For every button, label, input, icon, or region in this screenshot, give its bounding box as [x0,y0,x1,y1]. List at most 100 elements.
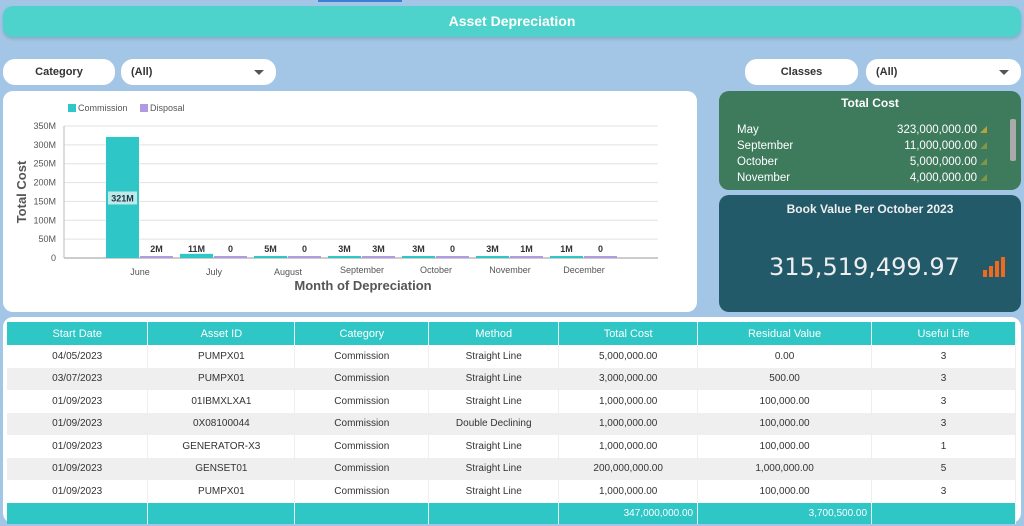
table-cell: 0.00 [697,345,873,368]
classes-select[interactable]: (All) [866,59,1021,85]
table-cell: 1 [871,435,1016,458]
x-tick-label: July [206,267,223,277]
data-label: 3M [412,244,425,254]
x-tick-label: December [563,265,605,275]
table-cell: 1,000,000.00 [697,457,873,480]
table-cell: Straight Line [428,435,560,458]
table-cell: 500.00 [697,367,873,390]
column-header[interactable]: Method [428,322,560,345]
y-tick-label: 50M [38,234,56,244]
table-row[interactable]: 01/09/2023 GENERATOR-X3 Commission Straight… [7,435,1016,458]
table-cell: 1,000,000.00 [558,412,699,435]
data-label: 0 [302,244,307,254]
category-label: Category [3,59,115,85]
amount: 4,000,000.00 [909,172,977,184]
table-cell: 01/09/2023 [7,480,149,503]
y-tick-label: 150M [33,196,56,206]
total-cost-row: May 323,000,000.00 [737,124,987,136]
bar-chart-icon [983,257,1005,277]
y-tick-label: 250M [33,159,56,169]
x-tick-label: September [340,265,384,275]
table-row[interactable]: 01/09/2023 0X08100044 Commission Double Dec… [7,412,1016,435]
month: November [737,172,791,184]
data-label: 2M [150,244,163,254]
table-cell: Straight Line [428,457,560,480]
total-cost-row: September 11,000,000.00 [737,140,987,152]
y-tick-label: 0 [51,253,56,263]
chevron-down-icon [999,70,1009,75]
table-cell: PUMPX01 [147,480,296,503]
table-cell: Straight Line [428,390,560,413]
data-label: 1M [520,244,533,254]
table-row[interactable]: 01/09/2023 GENSET01 Commission Straight Lin… [7,457,1016,480]
table-cell: 100,000.00 [697,390,873,413]
book-value-amount: 315,519,499.97 [769,253,960,281]
table-cell: Commission [294,345,430,368]
data-label: 3M [372,244,385,254]
data-label: 1M [560,244,573,254]
bar-disposal [510,256,543,258]
bar-commission [254,256,287,258]
bar-commission [402,256,435,258]
data-label: 321M [111,193,134,203]
total-cost-card: Total Cost May 323,000,000.00 September 11,… [719,91,1021,190]
table-cell: 3 [871,390,1016,413]
month: May [737,124,759,136]
total-cost-row: November 4,000,000.00 [737,172,987,184]
table-cell: GENSET01 [147,457,296,480]
trend-icon [980,142,987,149]
scrollbar[interactable] [1010,119,1016,161]
table-row[interactable]: 01/09/2023 01IBMXLXA1 Commission Straight L… [7,390,1016,413]
table-cell: 1,000,000.00 [558,390,699,413]
top-tab-indicator [318,0,402,2]
category-select[interactable]: (All) [121,59,276,85]
asset-table: Start Date Asset ID Category Method Total Co… [7,322,1016,524]
x-tick-label: October [420,265,452,275]
table-cell: 1,000,000.00 [558,435,699,458]
table-cell: Straight Line [428,345,560,368]
table-row[interactable]: 04/05/2023 PUMPX01 Commission Straight Line… [7,345,1016,368]
table-cell: 01IBMXLXA1 [147,390,296,413]
x-tick-label: June [130,267,150,277]
bar-disposal [362,256,395,258]
table-cell: 100,000.00 [697,480,873,503]
table-cell: 3 [871,412,1016,435]
y-tick-label: 300M [33,140,56,150]
y-tick-label: 350M [33,121,56,131]
table-cell: 200,000,000.00 [558,457,699,480]
column-header[interactable]: Residual Value [697,322,873,345]
table-cell: 01/09/2023 [7,435,149,458]
legend-label: Commission [78,103,128,113]
data-label: 3M [338,244,351,254]
data-label-bg [108,191,137,205]
table-cell: 04/05/2023 [7,345,149,368]
column-header[interactable]: Useful Life [871,322,1016,345]
table-cell: PUMPX01 [147,367,296,390]
data-label: 0 [598,244,603,254]
column-header[interactable]: Asset ID [147,322,296,345]
column-header[interactable]: Start Date [7,322,149,345]
y-tick-label: 200M [33,178,56,188]
table-cell: 3,000,000.00 [558,367,699,390]
bar-commission [550,256,583,258]
table-row[interactable]: 01/09/2023 PUMPX01 Commission Straight Line… [7,480,1016,503]
bar-disposal [584,256,617,258]
data-label: 0 [450,244,455,254]
table-cell: Commission [294,435,430,458]
table-cell: 03/07/2023 [7,367,149,390]
data-label: 5M [264,244,277,254]
trend-icon [980,158,987,165]
y-axis-title: Total Cost [14,160,29,223]
table-cell: 100,000.00 [697,435,873,458]
bar-commission [180,253,213,258]
bar-disposal [288,256,321,258]
amount: 5,000,000.00 [909,156,977,168]
legend-swatch [68,104,76,112]
book-value-title: Book Value Per October 2023 [786,202,954,216]
table-cell: 100,000.00 [697,412,873,435]
table-row[interactable]: 03/07/2023 PUMPX01 Commission Straight Line… [7,367,1016,390]
column-header[interactable]: Total Cost [558,322,699,345]
bar-disposal [436,256,469,258]
column-header[interactable]: Category [294,322,430,345]
x-axis-title: Month of Depreciation [294,278,431,293]
